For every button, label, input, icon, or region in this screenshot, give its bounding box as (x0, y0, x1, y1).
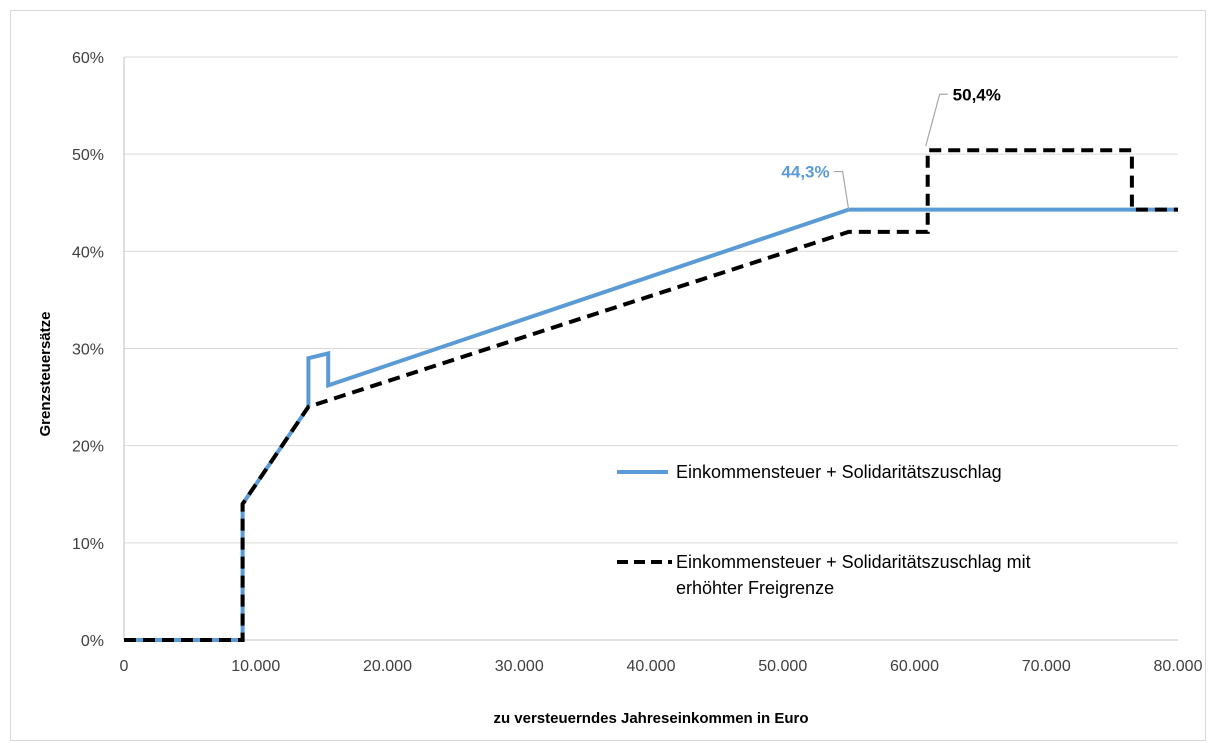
chart-frame (10, 10, 1206, 741)
annotations: 44,3% 50,4% (781, 85, 1001, 210)
annotation-label-44-3: 44,3% (781, 163, 829, 182)
annotation-leader (925, 93, 948, 147)
series-line-erhoehte-freigrenze (124, 148, 1178, 642)
y-tick-label: 30% (72, 342, 104, 359)
y-tick-label: 50% (72, 147, 104, 164)
x-tick-label: 80.000 (1154, 658, 1203, 675)
y-tick-labels: 0% 10% 20% 30% 40% 50% 60% (72, 50, 104, 650)
y-tick-label: 20% (72, 439, 104, 456)
x-tick-label: 30.000 (495, 658, 544, 675)
x-tick-label: 40.000 (627, 658, 676, 675)
x-axis-title: zu versteuerndes Jahreseinkommen in Euro (493, 710, 808, 727)
annotation-label-50-4: 50,4% (953, 85, 1001, 104)
grid-lines (123, 56, 1178, 641)
y-tick-label: 60% (72, 50, 104, 67)
legend-label: erhöhter Freigrenze (676, 578, 834, 598)
y-tick-label: 0% (81, 633, 104, 650)
x-tick-label: 0 (120, 658, 129, 675)
legend-label: Einkommensteuer + Solidaritätszuschlag (676, 462, 1002, 482)
legend: Einkommensteuer + Solidaritätszuschlag Ei… (617, 462, 1031, 598)
x-tick-label: 60.000 (890, 658, 939, 675)
y-axis-title: Grenzsteuersätze (37, 311, 54, 436)
y-tick-label: 40% (72, 244, 104, 261)
legend-label: Einkommensteuer + Solidaritätszuschlag m… (676, 552, 1031, 572)
series-lines (124, 148, 1178, 642)
x-tick-label: 70.000 (1022, 658, 1071, 675)
y-tick-label: 10% (72, 536, 104, 553)
x-tick-labels: 0 10.000 20.000 30.000 40.000 50.000 60.000 70.… (120, 658, 1203, 675)
x-tick-label: 10.000 (231, 658, 280, 675)
annotation-leader (833, 170, 850, 210)
x-tick-label: 20.000 (363, 658, 412, 675)
x-tick-label: 50.000 (758, 658, 807, 675)
series-line-einkommensteuer-soli (124, 207, 1178, 642)
